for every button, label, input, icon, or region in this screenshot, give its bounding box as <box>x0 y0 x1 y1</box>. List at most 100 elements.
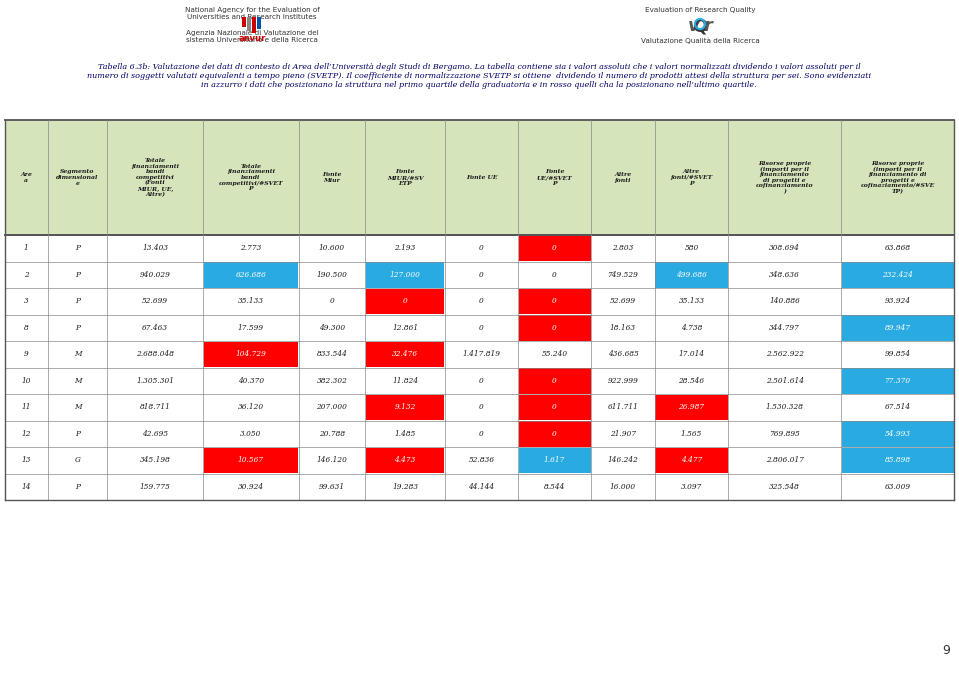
Text: Tabella 6.3b: Valutazione dei dati di contesto di Area dell’Università degli Stu: Tabella 6.3b: Valutazione dei dati di co… <box>87 63 871 89</box>
Text: 4.738: 4.738 <box>681 324 702 331</box>
Text: Fonte UE: Fonte UE <box>466 175 498 180</box>
Text: 190.500: 190.500 <box>316 271 347 279</box>
Text: 16.000: 16.000 <box>610 483 636 491</box>
Text: v: v <box>689 17 700 35</box>
Text: 1: 1 <box>24 244 29 252</box>
Text: 13: 13 <box>21 456 31 464</box>
Bar <box>519 421 591 446</box>
Text: 2.193: 2.193 <box>394 244 416 252</box>
Text: anvur: anvur <box>239 34 266 43</box>
Text: 0: 0 <box>552 430 557 438</box>
Bar <box>365 394 444 420</box>
Text: Risorse proprie
(importi per il
finanziamento
di progetti e
cofinanziamento
): Risorse proprie (importi per il finanzia… <box>756 161 813 194</box>
Text: 63.868: 63.868 <box>884 244 911 252</box>
Bar <box>5 473 954 500</box>
Text: 345.198: 345.198 <box>140 456 171 464</box>
Text: 348.636: 348.636 <box>769 271 800 279</box>
Text: 10: 10 <box>21 377 31 385</box>
Text: Q: Q <box>692 17 708 35</box>
Text: 9.132: 9.132 <box>394 403 416 411</box>
Text: 0: 0 <box>480 377 484 385</box>
Text: 382.302: 382.302 <box>316 377 347 385</box>
Bar <box>5 394 954 421</box>
Text: Totale
finanziamenti
bandi
competitivi
(Fonti
MIUR, UE,
Altre): Totale finanziamenti bandi competitivi (… <box>131 158 179 197</box>
Text: 0: 0 <box>552 324 557 331</box>
Bar <box>655 394 728 420</box>
Text: 67.463: 67.463 <box>142 324 168 331</box>
Text: M: M <box>74 377 82 385</box>
Text: Altre
fonti: Altre fonti <box>615 172 632 183</box>
Text: 19.283: 19.283 <box>392 483 418 491</box>
Text: 44.144: 44.144 <box>468 483 495 491</box>
Text: 26.987: 26.987 <box>678 403 705 411</box>
Text: 2.806.017: 2.806.017 <box>765 456 804 464</box>
Text: Fonte
UE/#SVET
P: Fonte UE/#SVET P <box>537 169 573 186</box>
Text: National Agency for the Evaluation of
Universities and Research Institutes: National Agency for the Evaluation of Un… <box>185 7 319 20</box>
Text: 1.530.328: 1.530.328 <box>765 403 804 411</box>
Text: 12.861: 12.861 <box>392 324 418 331</box>
Bar <box>203 262 298 288</box>
Bar <box>257 17 261 29</box>
Bar <box>842 262 953 288</box>
Bar <box>519 236 591 261</box>
Text: 146.120: 146.120 <box>316 456 347 464</box>
Bar <box>203 448 298 473</box>
Text: 11: 11 <box>21 403 31 411</box>
Text: 0: 0 <box>480 430 484 438</box>
Text: 36.120: 36.120 <box>238 403 264 411</box>
Text: 207.000: 207.000 <box>316 403 347 411</box>
Bar <box>252 17 256 33</box>
Text: 0: 0 <box>552 377 557 385</box>
Text: 63.009: 63.009 <box>884 483 911 491</box>
Bar <box>655 448 728 473</box>
Text: 0: 0 <box>480 403 484 411</box>
Text: 232.424: 232.424 <box>882 271 913 279</box>
Text: 10.600: 10.600 <box>319 244 345 252</box>
Bar <box>365 448 444 473</box>
Bar <box>5 288 954 315</box>
Text: 0: 0 <box>480 324 484 331</box>
Text: 0: 0 <box>552 403 557 411</box>
Bar <box>842 315 953 340</box>
Text: 21.907: 21.907 <box>610 430 636 438</box>
Text: G: G <box>75 456 81 464</box>
Text: 17.014: 17.014 <box>678 350 705 358</box>
Text: 2.803: 2.803 <box>613 244 634 252</box>
Text: Agenzia Nazionale di Valutazione del
sistema Universitario e della Ricerca: Agenzia Nazionale di Valutazione del sis… <box>186 30 318 43</box>
Text: 2: 2 <box>24 271 29 279</box>
Text: 52.699: 52.699 <box>142 297 168 305</box>
Bar <box>842 368 953 394</box>
Text: 146.242: 146.242 <box>608 456 639 464</box>
Bar <box>5 367 954 394</box>
Text: Totale
finanziamenti
bandi
competitivi/#SVET
P: Totale finanziamenti bandi competitivi/#… <box>219 164 283 191</box>
Text: 140.886: 140.886 <box>769 297 800 305</box>
Text: P: P <box>75 297 80 305</box>
Text: 42.695: 42.695 <box>142 430 168 438</box>
Text: Are
a: Are a <box>20 172 33 183</box>
Text: 833.544: 833.544 <box>316 350 347 358</box>
Text: 99.631: 99.631 <box>319 483 345 491</box>
Text: 85.898: 85.898 <box>884 456 911 464</box>
Text: Segmento
dimensional
e: Segmento dimensional e <box>57 169 99 186</box>
Text: 67.514: 67.514 <box>884 403 911 411</box>
Text: 626.686: 626.686 <box>236 271 267 279</box>
Text: 2.688.048: 2.688.048 <box>136 350 175 358</box>
Text: Altre
fonti/#SVET
P: Altre fonti/#SVET P <box>670 169 713 186</box>
Text: 0: 0 <box>403 297 408 305</box>
Text: 3.097: 3.097 <box>681 483 702 491</box>
Text: M: M <box>74 403 82 411</box>
Text: 35.133: 35.133 <box>238 297 264 305</box>
Bar <box>842 448 953 473</box>
Text: 93.924: 93.924 <box>884 297 911 305</box>
Text: 2.773: 2.773 <box>240 244 262 252</box>
Text: 127.000: 127.000 <box>389 271 420 279</box>
Text: 13.403: 13.403 <box>142 244 168 252</box>
Text: 1.417.819: 1.417.819 <box>462 350 501 358</box>
Text: 12: 12 <box>21 430 31 438</box>
Text: P: P <box>75 483 80 491</box>
Bar <box>5 261 954 288</box>
Text: 611.711: 611.711 <box>608 403 639 411</box>
Bar <box>5 421 954 447</box>
Bar <box>5 120 954 235</box>
Bar <box>5 235 954 261</box>
